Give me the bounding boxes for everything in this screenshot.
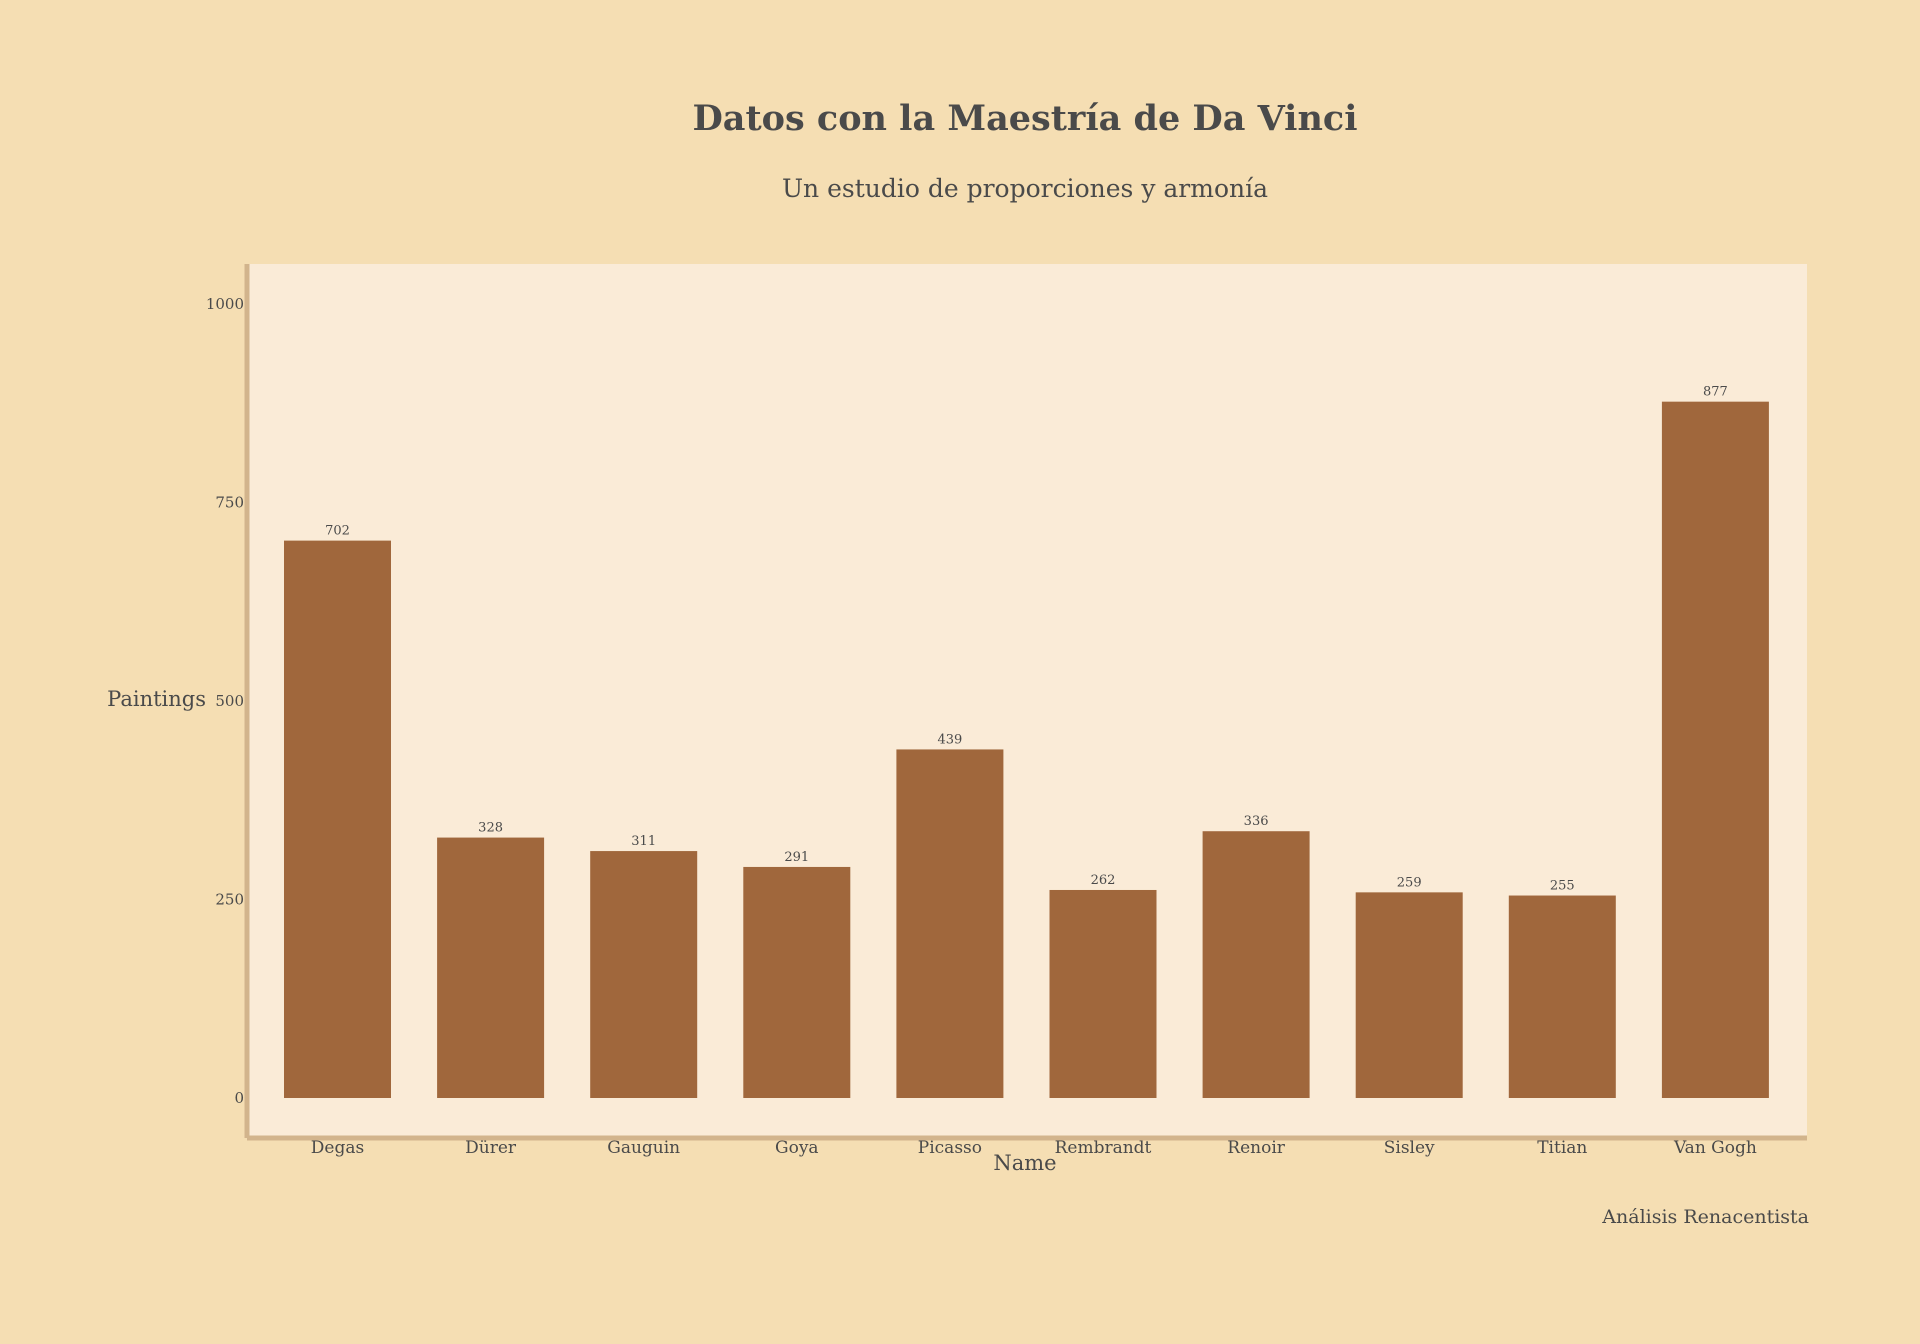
y-tick-label: 0 bbox=[234, 1089, 244, 1107]
y-tick-label: 500 bbox=[215, 692, 244, 710]
y-tick-label: 250 bbox=[215, 891, 244, 909]
chart-subtitle: Un estudio de proporciones y armonía bbox=[781, 174, 1269, 203]
bar-sisley bbox=[1355, 892, 1463, 1098]
bar-value-label: 259 bbox=[1397, 875, 1422, 890]
x-tick-label: Degas bbox=[311, 1138, 364, 1158]
y-axis-ticks: 0 250 500 750 1000 bbox=[206, 295, 244, 1107]
x-tick-label: Sisley bbox=[1384, 1138, 1435, 1158]
bar-dürer bbox=[437, 837, 545, 1098]
bar-value-label: 262 bbox=[1091, 873, 1116, 888]
x-tick-label: Van Gogh bbox=[1673, 1138, 1757, 1158]
y-tick-label: 1000 bbox=[206, 295, 244, 313]
bar-value-label: 877 bbox=[1703, 385, 1728, 400]
x-tick-label: Goya bbox=[775, 1138, 819, 1158]
x-axis-title: Name bbox=[993, 1151, 1056, 1175]
bars-layer bbox=[284, 401, 1769, 1098]
bar-picasso bbox=[896, 749, 1004, 1098]
x-tick-label: Dürer bbox=[465, 1138, 517, 1158]
x-tick-label: Rembrandt bbox=[1055, 1138, 1152, 1158]
bar-value-label: 328 bbox=[478, 821, 503, 836]
chart-title: Datos con la Maestría de Da Vinci bbox=[692, 98, 1358, 139]
x-axis-ticks: Degas Dürer Gauguin Goya Picasso Rembrandt Ren… bbox=[311, 1138, 1757, 1158]
bar-value-label: 311 bbox=[631, 834, 656, 849]
bar-rembrandt bbox=[1049, 889, 1157, 1098]
bar-value-label: 291 bbox=[784, 850, 809, 865]
x-tick-label: Picasso bbox=[918, 1138, 982, 1158]
bar-degas bbox=[284, 540, 391, 1098]
bar-van-gogh bbox=[1661, 401, 1769, 1098]
y-axis-title: Paintings bbox=[107, 687, 206, 711]
bar-titian bbox=[1508, 895, 1616, 1098]
bar-value-label: 439 bbox=[937, 732, 962, 747]
value-labels-layer: 702 328 311 291 439 262 336 259 255 877 bbox=[325, 385, 1728, 894]
bar-renoir bbox=[1202, 831, 1310, 1098]
y-tick-label: 750 bbox=[215, 494, 244, 512]
bar-gauguin bbox=[590, 851, 698, 1098]
x-tick-label: Renoir bbox=[1227, 1138, 1285, 1158]
bar-goya bbox=[743, 866, 851, 1098]
x-tick-label: Titian bbox=[1537, 1138, 1587, 1158]
footer-annotation: Análisis Renacentista bbox=[1602, 1206, 1809, 1228]
x-tick-label: Gauguin bbox=[607, 1138, 680, 1158]
bar-value-label: 255 bbox=[1550, 879, 1575, 894]
bar-value-label: 702 bbox=[325, 524, 350, 539]
bar-value-label: 336 bbox=[1244, 814, 1269, 829]
